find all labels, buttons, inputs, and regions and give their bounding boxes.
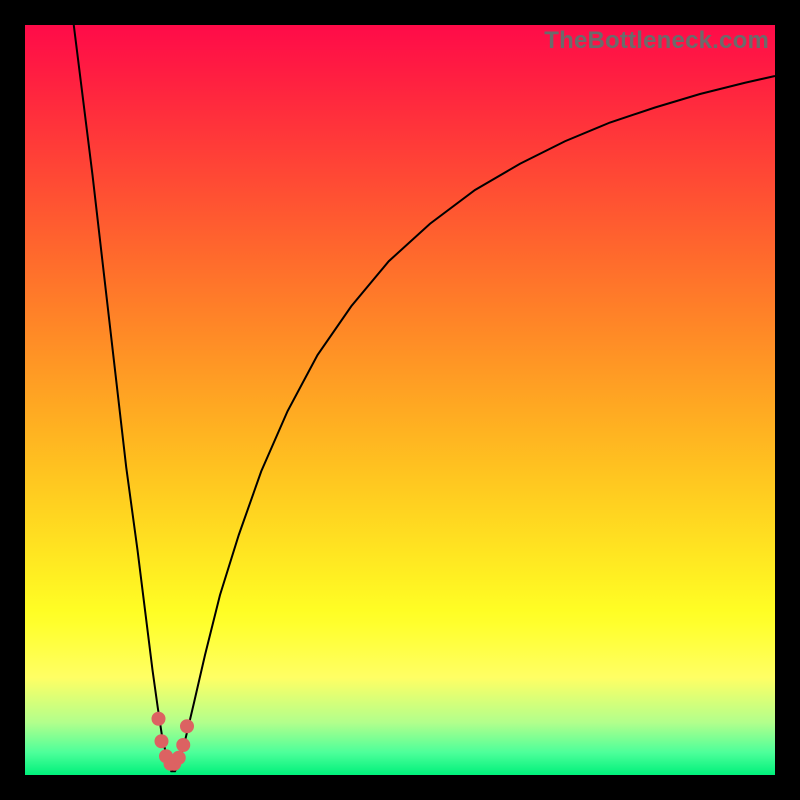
- curve-marker: [176, 738, 190, 752]
- plot-area: TheBottleneck.com: [25, 25, 775, 775]
- marker-group: [152, 712, 194, 771]
- curve-marker: [172, 751, 186, 765]
- bottleneck-curve: [74, 25, 775, 771]
- watermark-text: TheBottleneck.com: [544, 27, 769, 55]
- curve-marker: [155, 734, 169, 748]
- curve-marker: [152, 712, 166, 726]
- curve-layer: [25, 25, 775, 775]
- curve-marker: [180, 719, 194, 733]
- chart-frame: TheBottleneck.com: [0, 0, 800, 800]
